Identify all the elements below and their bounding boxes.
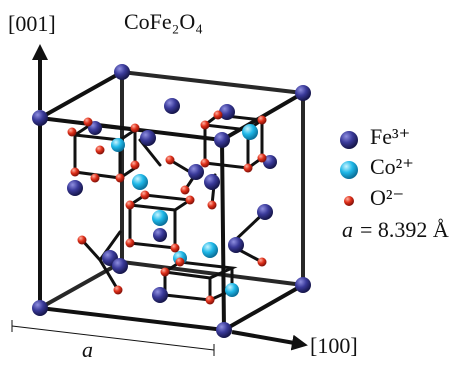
edge-label: a [82,337,93,362]
lattice-value: = 8.392 Å [360,217,449,242]
legend: Fe³⁺ Co²⁺ O²⁻ a = 8.392 Å [340,124,449,242]
legend-label: Co²⁺ [370,154,414,179]
axis-label: [001] [8,11,56,36]
legend-swatch [340,161,358,179]
legend-swatch [344,196,354,206]
lattice-symbol: a [342,217,353,242]
legend-label: Fe³⁺ [370,124,410,149]
diagram: [001] CoFe₂O₄ [100] a Fe³⁺ Co²⁺ O²⁻ a = … [0,0,473,365]
formula: CoFe₂O₄ [124,9,203,34]
axis-arrow-100 [232,332,300,344]
legend-swatch [340,131,358,149]
legend-label: O²⁻ [370,185,404,210]
axis-label: [100] [310,333,358,358]
